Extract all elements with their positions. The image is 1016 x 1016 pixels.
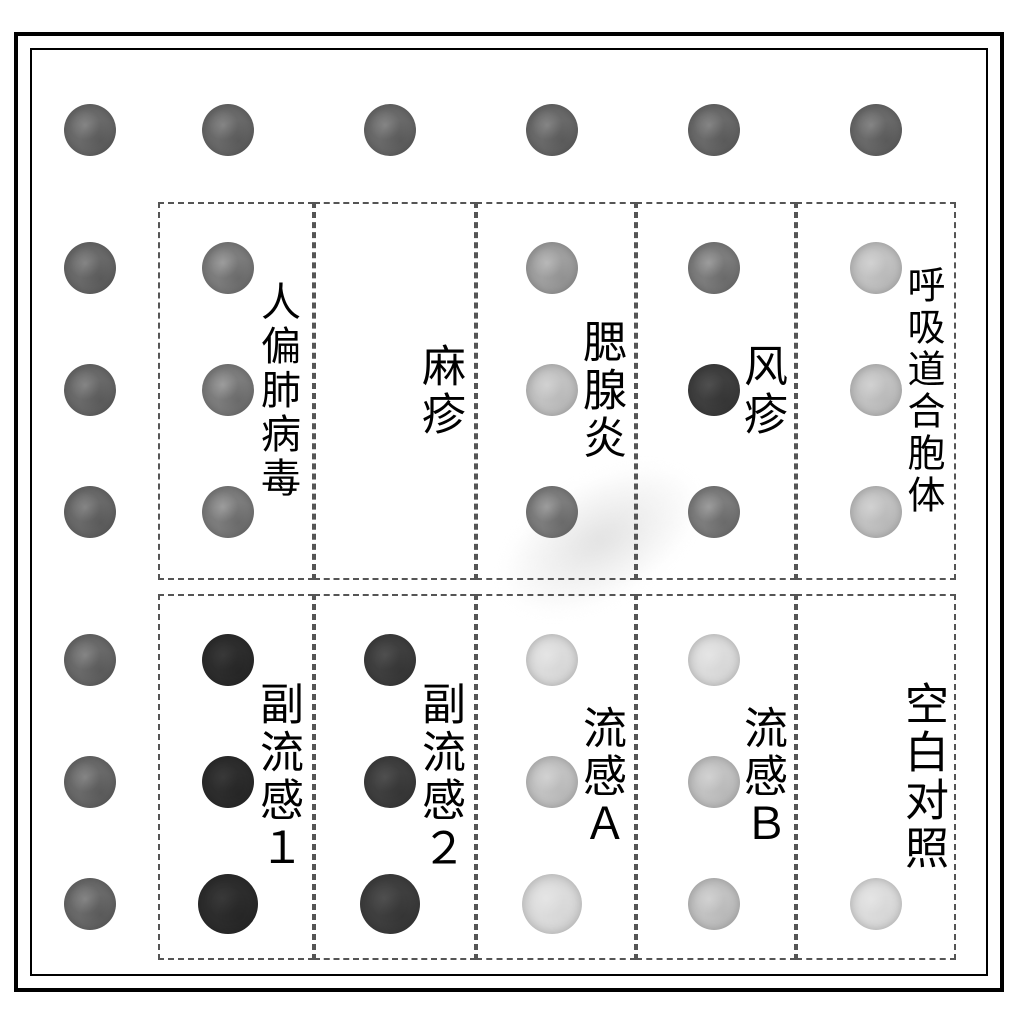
- microarray-dot: [526, 104, 578, 156]
- microarray-dot: [850, 878, 902, 930]
- microarray-dot: [198, 874, 258, 934]
- panel-label-hmpv: 人偏肺病毒: [257, 281, 297, 501]
- microarray-dot: [850, 486, 902, 538]
- panel-label-fluB: 流感Ｂ: [739, 705, 783, 849]
- microarray-dot: [202, 756, 254, 808]
- panel-label-paraflu1: 副流感１: [255, 681, 299, 873]
- microarray-dot: [526, 634, 578, 686]
- microarray-dot: [202, 364, 254, 416]
- microarray-dot: [526, 242, 578, 294]
- microarray-dot: [688, 756, 740, 808]
- microarray-dot: [526, 486, 578, 538]
- microarray-dot: [688, 104, 740, 156]
- panel-label-mumps: 腮腺炎: [578, 319, 622, 463]
- panel-label-rubella: 风疹: [739, 343, 783, 439]
- microarray-dot: [64, 756, 116, 808]
- microarray-dot: [64, 364, 116, 416]
- panel-label-rsv: 呼吸道合胞体: [903, 265, 941, 517]
- microarray-dot: [688, 242, 740, 294]
- microarray-dot: [850, 104, 902, 156]
- microarray-dot: [202, 104, 254, 156]
- microarray-dot: [64, 104, 116, 156]
- microarray-dot: [64, 878, 116, 930]
- panel-label-fluA: 流感Ａ: [578, 705, 622, 849]
- panel-label-paraflu2: 副流感２: [417, 681, 461, 873]
- panel-label-blank: 空白对照: [900, 681, 944, 873]
- microarray-dot: [202, 486, 254, 538]
- microarray-dot: [364, 104, 416, 156]
- microarray-dot: [688, 486, 740, 538]
- microarray-dot: [526, 364, 578, 416]
- microarray-dot: [64, 486, 116, 538]
- microarray-dot: [688, 878, 740, 930]
- microarray-dot: [202, 634, 254, 686]
- microarray-dot: [688, 364, 740, 416]
- microarray-dot: [688, 634, 740, 686]
- microarray-dot: [850, 242, 902, 294]
- microarray-dot: [360, 874, 420, 934]
- microarray-dot: [526, 756, 578, 808]
- microarray-dot: [64, 242, 116, 294]
- microarray-dot: [64, 634, 116, 686]
- microarray-dot: [850, 364, 902, 416]
- microarray-dot: [364, 756, 416, 808]
- microarray-dot: [522, 874, 582, 934]
- panel-label-measles: 麻疹: [417, 343, 461, 439]
- microarray-dot: [202, 242, 254, 294]
- microarray-dot: [364, 634, 416, 686]
